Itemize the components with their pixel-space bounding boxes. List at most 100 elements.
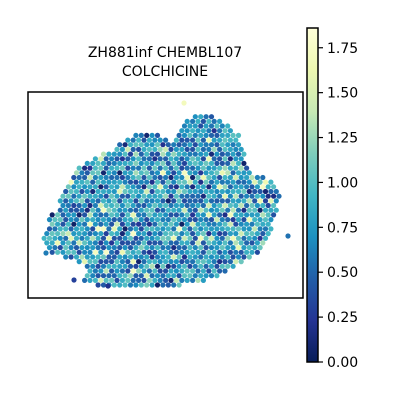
spot: [198, 114, 204, 120]
spot: [168, 174, 174, 181]
spot: [76, 165, 82, 171]
spot: [200, 240, 206, 246]
spot: [241, 254, 247, 260]
spot: [244, 231, 250, 237]
spot: [146, 212, 152, 218]
spot: [190, 212, 196, 218]
spot: [149, 151, 155, 157]
spot: [119, 202, 125, 209]
spot: [227, 193, 233, 199]
spot: [41, 235, 47, 241]
spot: [246, 226, 252, 232]
spot: [200, 193, 206, 199]
spot: [90, 226, 96, 232]
spot: [90, 207, 96, 213]
spot: [144, 207, 150, 213]
spot: [111, 254, 117, 260]
spot: [203, 273, 209, 279]
spot: [238, 231, 244, 237]
spot: [163, 193, 169, 199]
spot: [144, 198, 150, 204]
spot: [163, 165, 169, 171]
spot: [130, 146, 136, 152]
spot: [109, 231, 115, 237]
spot: [160, 217, 166, 223]
spot: [149, 226, 155, 232]
spot: [92, 277, 98, 283]
spot: [241, 160, 247, 166]
spot: [95, 273, 101, 279]
spot: [114, 249, 120, 255]
spot: [117, 170, 123, 176]
spot: [244, 202, 250, 209]
spot: [144, 263, 150, 269]
colorbar-tick-label-4: 1.00: [327, 175, 358, 191]
spot: [171, 245, 177, 251]
spot: [195, 277, 201, 283]
spot: [192, 179, 198, 185]
spot: [117, 142, 123, 148]
spot: [82, 259, 88, 265]
spot: [103, 259, 109, 265]
spot: [98, 184, 104, 190]
spot: [181, 198, 188, 204]
spot: [171, 151, 177, 157]
spot: [187, 142, 193, 148]
spot: [244, 193, 250, 199]
spot: [82, 184, 88, 190]
spot: [76, 184, 82, 190]
spot: [114, 174, 120, 181]
spot: [176, 273, 182, 279]
spot: [84, 198, 90, 204]
spot: [111, 207, 117, 213]
spot: [127, 142, 134, 148]
spot: [168, 240, 174, 246]
spot: [254, 184, 260, 190]
spot: [149, 235, 155, 241]
spot: [249, 202, 255, 209]
colorbar-tick-label-7: 1.75: [327, 41, 358, 57]
spot: [268, 226, 274, 232]
spot: [238, 184, 244, 190]
spot: [268, 188, 274, 195]
spot: [84, 217, 90, 223]
spot: [249, 240, 255, 246]
spot: [217, 193, 223, 199]
spot: [71, 221, 77, 227]
spot: [141, 184, 147, 190]
spot: [130, 240, 136, 246]
spot: [133, 207, 139, 213]
spot: [184, 137, 190, 143]
spot: [100, 217, 107, 223]
spot: [73, 179, 80, 185]
spot: [195, 146, 201, 152]
spot: [254, 231, 260, 237]
spot: [87, 184, 93, 190]
spot: [184, 156, 190, 162]
spot: [219, 160, 225, 166]
spot: [208, 207, 215, 213]
spot: [73, 198, 80, 204]
chart-title-line1: ZH881inf CHEMBL107: [88, 45, 242, 61]
spot: [222, 249, 228, 255]
spot: [163, 202, 169, 209]
spot: [198, 263, 204, 269]
spot: [206, 240, 212, 246]
spot: [163, 212, 169, 218]
spot: [252, 179, 258, 185]
spot: [84, 226, 90, 232]
spot: [122, 142, 128, 148]
spot: [160, 151, 166, 157]
spot: [217, 249, 223, 255]
spot: [111, 198, 117, 204]
spot: [246, 198, 252, 204]
spot: [200, 249, 206, 255]
spot: [133, 263, 139, 269]
spot: [208, 226, 215, 232]
spot: [235, 254, 242, 260]
spot: [146, 146, 152, 152]
spot: [130, 184, 136, 190]
spot: [184, 249, 190, 255]
spot: [260, 240, 266, 246]
spot: [265, 193, 271, 199]
